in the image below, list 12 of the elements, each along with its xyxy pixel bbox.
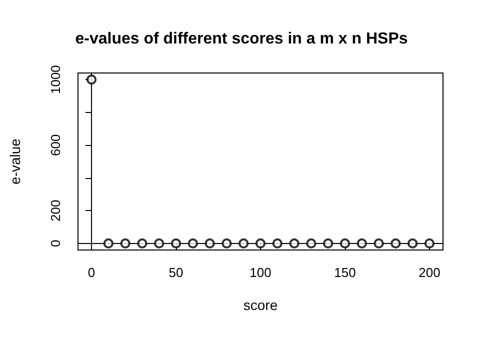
x-axis-title: score	[243, 297, 278, 313]
y-tick-label: 1000	[48, 65, 63, 94]
chart-title: e-values of different scores in a m x n HSPs	[75, 30, 408, 48]
x-tick-label: 150	[334, 265, 356, 280]
y-tick-label: 600	[48, 134, 63, 156]
x-tick-label: 200	[418, 265, 440, 280]
y-tick-label: 200	[48, 200, 63, 222]
x-tick-label: 50	[168, 265, 184, 280]
x-tick-label: 100	[250, 265, 272, 280]
x-tick-label: 0	[88, 265, 96, 280]
y-axis-title: e-value	[7, 138, 23, 184]
y-tick-label: 0	[48, 240, 63, 248]
